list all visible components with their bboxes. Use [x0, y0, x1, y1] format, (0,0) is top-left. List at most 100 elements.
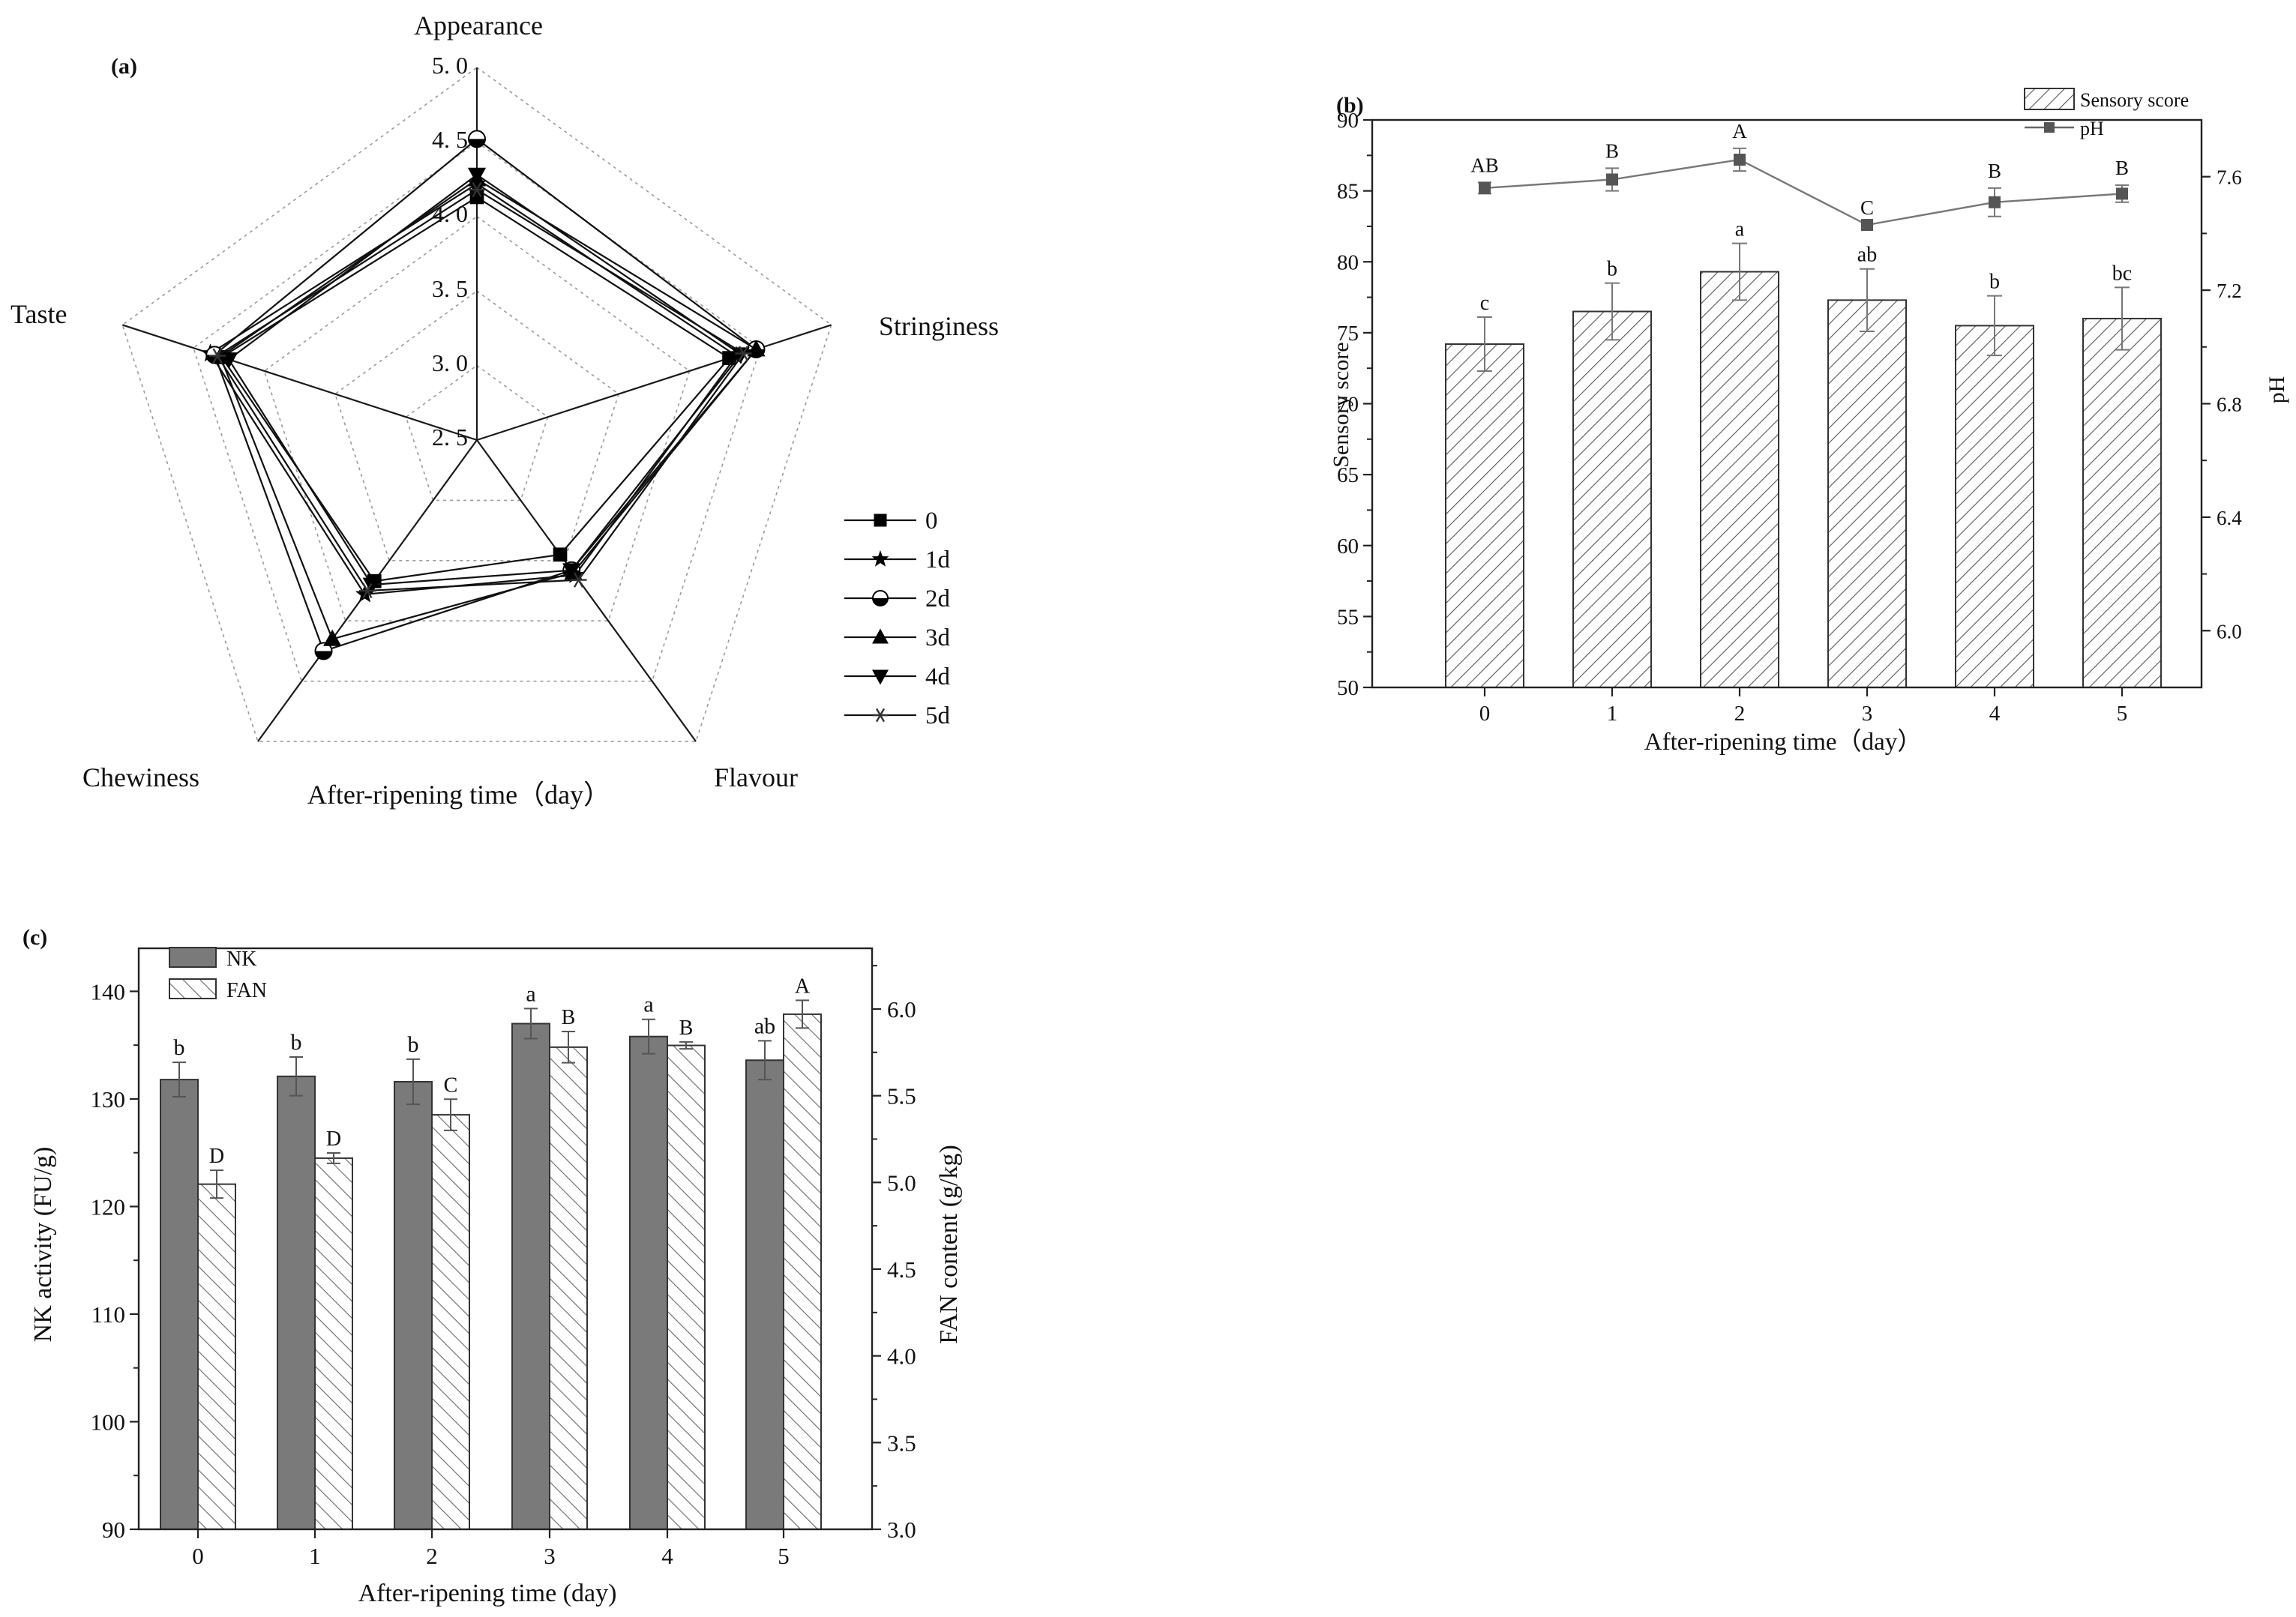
panel-b-y-tick-label: 85 [1337, 180, 1359, 204]
sensory-bar [1445, 343, 1524, 688]
panel-b-y2-tick-label: 7.2 [2217, 280, 2242, 302]
fan-bar [783, 1013, 822, 1530]
sensory-bar [1700, 271, 1779, 688]
panel-c-y2-tick-label: 3.5 [887, 1430, 916, 1456]
nk-bar [511, 1023, 550, 1531]
radar-point-stroke [472, 181, 482, 198]
fan-bar [314, 1157, 353, 1531]
radar-point-stroke [738, 346, 748, 361]
radar-spoke [476, 439, 697, 742]
ph-significance-label: A [1732, 120, 1747, 142]
sensory-significance-label: c [1480, 292, 1489, 315]
legend-label-ph: pH [2080, 118, 2104, 139]
radar-series-line [220, 196, 731, 582]
nk-fan-bars: b Db Db Ca Ba B ab A [160, 975, 822, 1531]
nk-significance-label: a [643, 993, 653, 1017]
radar-point-fill [315, 651, 332, 660]
nk-significance-label: ab [754, 1014, 775, 1038]
panel-c-y2-tick-label: 4.5 [887, 1256, 916, 1283]
radar-series-line [219, 178, 758, 640]
panel-c-x-tick-label: 0 [192, 1543, 204, 1569]
panel-b-y-tick-label: 55 [1337, 605, 1359, 629]
radar-series-line [213, 138, 758, 652]
nk-significance-label: b [408, 1032, 419, 1057]
legend-label: 5d [925, 702, 951, 729]
radar-series-line [216, 188, 745, 592]
radar-point-stroke [574, 572, 584, 588]
ph-point [1861, 219, 1873, 232]
panel-c-y2-axis-title: FAN content (g/kg) [935, 1145, 963, 1344]
panel-label-c: (c) [22, 925, 47, 950]
panel-c-y-tick-label: 90 [102, 1517, 125, 1543]
panel-c-y-tick-label: 140 [91, 978, 126, 1005]
panel-c-y2-tick-label: 3.0 [887, 1517, 916, 1543]
ph-significance-label: B [1605, 139, 1619, 162]
panel-b-legend: Sensory score pH [2024, 88, 2189, 139]
ph-point [1989, 196, 2001, 208]
panel-c-x-tick-label: 3 [544, 1543, 556, 1569]
panel-c-y-tick-label: 100 [91, 1409, 126, 1435]
panel-c-x-tick-label: 2 [426, 1543, 438, 1569]
panel-b-y-tick-label: 75 [1337, 322, 1359, 346]
radar-point [872, 590, 889, 606]
ph-line: AB B A C B B [1470, 120, 2129, 232]
radar-x-axis-title: After-ripening time（day） [307, 780, 610, 810]
panel-b-y2-tick-label: 6.0 [2217, 620, 2242, 642]
radar-tick-label: 4. 5 [432, 126, 468, 153]
legend-label-nk: NK [226, 948, 256, 971]
panel-b-y-axis-title: Sensory score [1329, 342, 1353, 467]
radar-chart-panel: (a) Appearance Stringiness Flavour Chewi… [10, 10, 999, 810]
panel-c-y2-tick-label: 6.0 [887, 996, 916, 1023]
radar-point [873, 708, 888, 723]
fan-bar [549, 1046, 588, 1531]
panel-b-y-tick-label: 80 [1337, 250, 1359, 274]
ph-significance-label: B [2115, 157, 2129, 179]
radar-tick-label: 3. 5 [432, 275, 468, 302]
fan-significance-label: D [209, 1145, 224, 1168]
panel-b-x-tick-label: 3 [1862, 702, 1873, 726]
ph-point [1734, 153, 1746, 166]
radar-point [874, 514, 887, 527]
radar-axis-label-stringiness: Stringiness [879, 311, 999, 341]
panel-c-axes: 90 100 110 120 130 140 3.0 3.5 4.0 4.5 5.0 5.5 6.0 0 1… [91, 947, 916, 1569]
panel-c-x-tick-label: 5 [778, 1543, 790, 1569]
radar-point [323, 629, 342, 646]
panel-b-y-tick-label: 70 [1337, 393, 1359, 417]
ph-significance-label: AB [1470, 154, 1499, 176]
sensory-significance-label: ab [1857, 244, 1877, 267]
radar-point [467, 167, 487, 184]
nk-bar [629, 1035, 668, 1530]
panel-c-y-axis-title: NK activity (FU/g) [29, 1147, 57, 1343]
fan-significance-label: D [326, 1127, 341, 1151]
panel-b-y-tick-label: 90 [1337, 109, 1359, 133]
radar-tick-label: 3. 0 [432, 349, 468, 376]
nk-bar [277, 1075, 316, 1530]
legend-label-sensory: Sensory score [2080, 89, 2189, 111]
sensory-significance-label: b [1989, 271, 2000, 294]
nk-significance-label: a [526, 981, 535, 1006]
radar-point-fill [873, 598, 888, 606]
radar-point [209, 348, 226, 364]
panel-b-y-tick-label: 60 [1337, 535, 1359, 558]
panel-b-y2-tick-label: 7.6 [2217, 166, 2242, 189]
sensory-bars: c b a ab b bc [1445, 218, 2162, 689]
radar-point [553, 547, 568, 562]
radar-grid-ring [121, 67, 832, 742]
ph-point [2116, 187, 2128, 200]
radar-point [355, 584, 374, 603]
panel-b-x-tick-label: 5 [2117, 702, 2128, 726]
sensory-bar [2082, 317, 2162, 688]
radar-tick-label: 4. 0 [432, 200, 468, 227]
radar-point [358, 582, 376, 599]
radar-grid-ring [334, 290, 620, 561]
panel-b-x-axis-title: After-ripening time（day） [1644, 729, 1922, 756]
radar-point-fill [469, 139, 485, 148]
radar-point [570, 572, 587, 588]
radar-spoke [121, 324, 478, 442]
panel-c-y-tick-label: 110 [91, 1301, 125, 1328]
radar-point [735, 346, 752, 361]
panel-b-y-tick-label: 50 [1337, 676, 1359, 700]
